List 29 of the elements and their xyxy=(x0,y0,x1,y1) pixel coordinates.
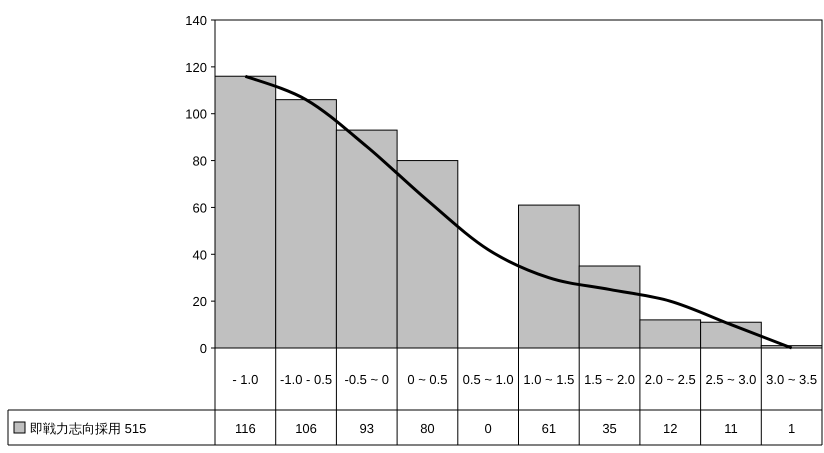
y-tick-label: 60 xyxy=(192,200,207,216)
data-label: 116 xyxy=(234,421,256,436)
y-tick-label: 80 xyxy=(192,154,207,169)
data-label: 1 xyxy=(788,421,796,436)
x-tick-label: 1.5 ~ 2.0 xyxy=(584,372,636,387)
x-tick-label: -0.5 ~ 0 xyxy=(344,372,389,387)
x-tick-label: 1.0 ~ 1.5 xyxy=(523,372,574,387)
x-tick-label: 0 ~ 0.5 xyxy=(407,372,448,387)
data-label: 12 xyxy=(663,421,678,436)
data-label: 0 xyxy=(484,421,492,436)
data-label: 35 xyxy=(602,421,617,436)
data-label: 11 xyxy=(724,421,738,436)
x-tick-label: 3.0 ~ 3.5 xyxy=(766,372,818,387)
legend: 即戦力志向採用 515 xyxy=(14,421,146,436)
data-label: 80 xyxy=(420,421,435,436)
x-tick-label: 2.5 ~ 3.0 xyxy=(705,372,756,387)
y-tick-label: 20 xyxy=(192,294,207,310)
x-tick-label: 0.5 ~ 1.0 xyxy=(462,372,514,387)
data-label: 93 xyxy=(360,421,374,436)
y-tick-label: 40 xyxy=(192,247,207,262)
y-tick-label: 0 xyxy=(200,341,207,356)
y-tick-label: 120 xyxy=(185,60,207,75)
data-label: 106 xyxy=(295,421,317,436)
x-tick-label: -1.0 - 0.5 xyxy=(280,372,332,387)
y-tick-label: 100 xyxy=(185,106,207,122)
data-label: 61 xyxy=(542,421,556,436)
x-tick-label: - 1.0 xyxy=(232,372,258,387)
y-tick-label: 140 xyxy=(185,13,207,28)
x-tick-label: 2.0 ~ 2.5 xyxy=(644,372,696,387)
